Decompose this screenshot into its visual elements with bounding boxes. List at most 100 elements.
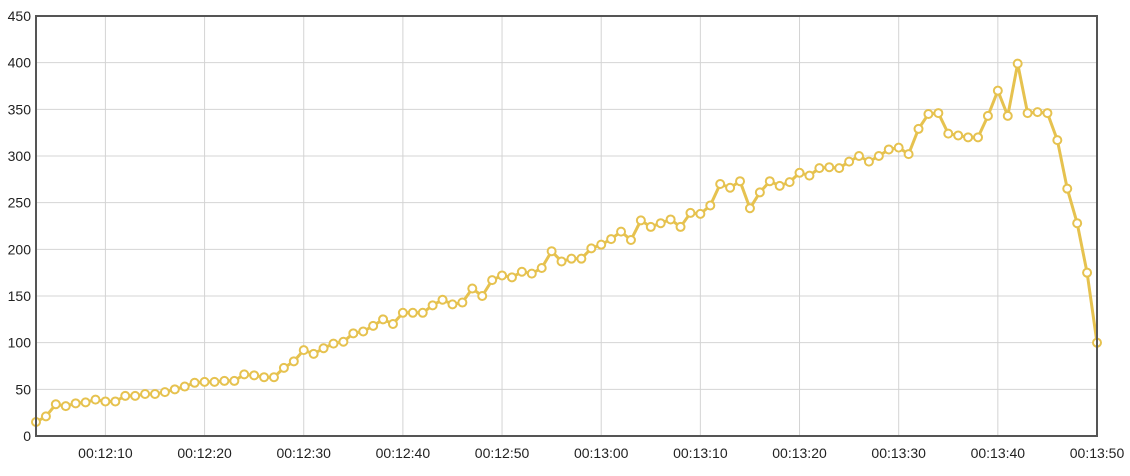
x-tick-label: 00:13:20 (772, 445, 827, 461)
y-tick-label: 100 (8, 335, 32, 351)
data-point (209, 376, 220, 387)
y-tick-label: 200 (8, 241, 32, 257)
x-tick-label: 00:13:30 (871, 445, 926, 461)
x-tick-label: 00:12:20 (177, 445, 232, 461)
x-tick-label: 00:13:40 (971, 445, 1026, 461)
data-point (645, 221, 656, 232)
y-tick-label: 50 (15, 381, 31, 397)
data-point (844, 156, 855, 167)
data-point (814, 163, 825, 174)
data-point (725, 182, 736, 193)
data-point (259, 372, 270, 383)
data-point (308, 348, 319, 359)
data-point (407, 307, 418, 318)
data-point (794, 167, 805, 178)
x-tick-label: 00:13:00 (574, 445, 629, 461)
x-tick-label: 00:13:50 (1070, 445, 1125, 461)
data-point (804, 170, 815, 181)
data-point (378, 314, 389, 325)
data-point (516, 266, 527, 277)
data-point (764, 176, 775, 187)
data-point (1022, 108, 1033, 119)
data-point (338, 336, 349, 347)
data-point (80, 397, 91, 408)
data-point (1072, 218, 1083, 229)
data-point (754, 187, 765, 198)
data-point (943, 128, 954, 139)
data-point (60, 401, 71, 412)
data-point (506, 272, 517, 283)
data-point (239, 369, 250, 380)
data-point (318, 343, 329, 354)
data-point (427, 300, 438, 311)
data-point (140, 389, 151, 399)
data-point (556, 256, 567, 267)
data-point (596, 239, 607, 250)
data-point (705, 200, 716, 211)
data-point (40, 411, 51, 422)
data-point (387, 319, 398, 329)
x-tick-label: 00:12:30 (276, 445, 331, 461)
data-point (635, 215, 646, 226)
data-point (863, 156, 874, 167)
data-point (625, 235, 636, 245)
data-point (933, 108, 944, 119)
data-point (447, 299, 458, 310)
data-point (120, 390, 131, 401)
data-point (199, 376, 210, 387)
data-point (358, 326, 369, 337)
x-tick-label: 00:13:10 (673, 445, 728, 461)
y-tick-label: 300 (8, 148, 32, 164)
plot-frame-group (35, 15, 1098, 437)
data-point (913, 123, 924, 134)
x-tick-label: 00:12:10 (78, 445, 133, 461)
series (31, 58, 1102, 427)
data-point (328, 338, 339, 349)
data-point (149, 389, 160, 399)
data-point (1042, 108, 1053, 119)
data-point (497, 270, 508, 281)
data-point (288, 356, 299, 367)
data-point (536, 263, 547, 273)
data-point (774, 180, 785, 191)
data-point (179, 381, 190, 392)
x-tick-label: 00:12:40 (376, 445, 431, 461)
data-point (348, 328, 359, 339)
data-point (189, 377, 200, 388)
data-point (546, 246, 557, 257)
data-point (824, 162, 835, 173)
data-point (477, 291, 488, 301)
data-point (606, 234, 617, 245)
axis-labels: 0 50 100 150 200 250 300 350 400 450 00:12:10 00:12… (8, 8, 1125, 461)
data-point (873, 151, 884, 161)
data-point (576, 253, 587, 264)
data-point (963, 132, 974, 143)
data-point (298, 345, 309, 356)
plot-frame (35, 15, 1098, 437)
data-point (883, 144, 894, 155)
data-point (1002, 110, 1013, 121)
x-tick-label: 00:12:50 (475, 445, 530, 461)
data-point (586, 243, 597, 254)
data-point (526, 268, 537, 279)
data-point (695, 208, 706, 219)
data-point (159, 387, 170, 398)
data-point (744, 203, 755, 214)
y-tick-label: 400 (8, 55, 32, 71)
y-tick-label: 0 (23, 428, 31, 444)
data-point (467, 283, 478, 294)
data-point (130, 390, 141, 401)
data-point (685, 207, 696, 218)
data-point (368, 320, 379, 331)
data-point (1052, 135, 1063, 146)
data-point (219, 375, 230, 386)
data-point (229, 375, 240, 386)
data-point (1082, 267, 1093, 278)
data-point (417, 307, 428, 318)
data-point (735, 176, 746, 187)
y-tick-label: 250 (8, 195, 32, 211)
data-point (70, 398, 81, 409)
data-point (992, 85, 1003, 96)
data-point (665, 214, 676, 225)
